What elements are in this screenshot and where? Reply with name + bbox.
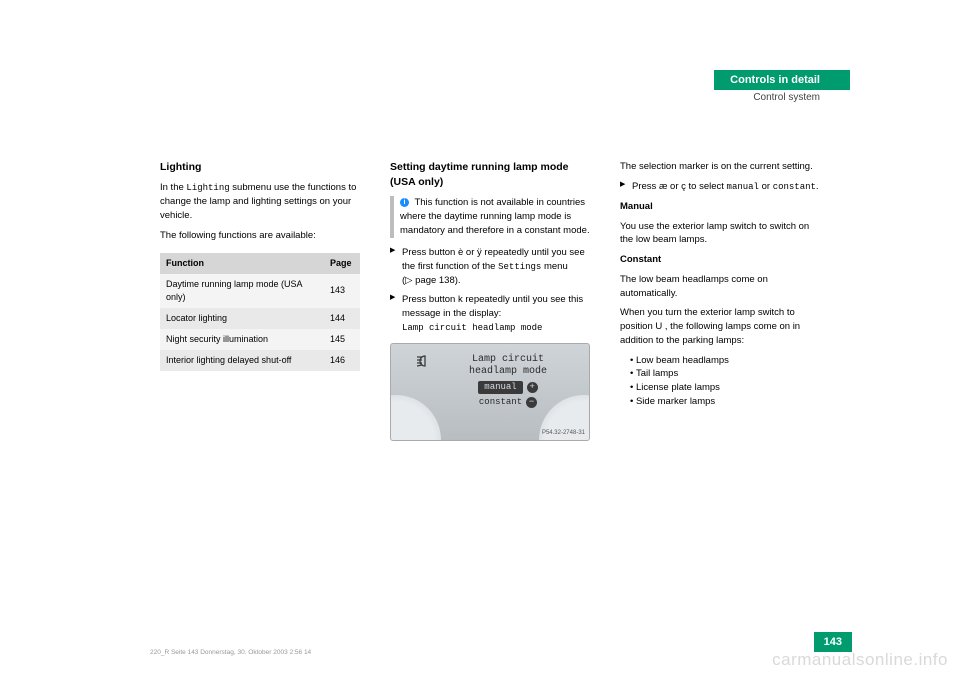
table-cell-pg: 145 <box>324 329 360 350</box>
button-glyph: æ <box>659 181 667 192</box>
table-cell-pg: 143 <box>324 274 360 308</box>
manual-heading: Manual <box>620 201 653 212</box>
text: ). <box>455 275 461 286</box>
switch-position-text: When you turn the exterior lamp switch t… <box>620 306 820 347</box>
menu-name: Lighting <box>186 183 229 193</box>
table-cell-pg: 146 <box>324 350 360 371</box>
section-subheader: Control system <box>753 92 850 103</box>
button-glyph: è <box>458 247 463 258</box>
option-name: constant <box>773 182 816 192</box>
instrument-display-figure: Lamp circuit headlamp mode manual + cons… <box>390 343 590 441</box>
text: Press button <box>402 294 455 305</box>
info-icon: i <box>400 198 409 207</box>
daytime-heading: Setting daytime running lamp mode (USA o… <box>390 160 590 190</box>
table-cell-fn: Night security illumination <box>160 329 324 350</box>
display-selected-option: manual <box>478 381 522 394</box>
manual-page: Controls in detail Control system Lighti… <box>150 30 850 640</box>
text: Press button <box>402 247 455 258</box>
column-daytime-running: Setting daytime running lamp mode (USA o… <box>390 160 590 449</box>
table-header-page: Page <box>324 253 360 274</box>
text: Press <box>632 181 656 192</box>
display-text-area: Lamp circuit headlamp mode manual + cons… <box>437 354 579 408</box>
lighting-scroll-hint: The following functions are available: <box>160 229 360 243</box>
manual-desc: You use the exterior lamp switch to swit… <box>620 220 820 248</box>
step-press-nav: Press button è or ÿ repeatedly until you… <box>390 246 590 288</box>
display-message-text: Lamp circuit headlamp mode <box>402 323 542 333</box>
text: to select <box>689 181 724 192</box>
footer-build-id: 220_R Seite 143 Donnerstag, 30. Oktober … <box>150 649 311 656</box>
text: or <box>466 247 474 258</box>
lighting-intro: In the Lighting submenu use the function… <box>160 181 360 223</box>
info-text: This function is not available in countr… <box>400 197 590 236</box>
minus-icon: − <box>526 397 537 408</box>
page-ref-text: page 138 <box>415 275 455 286</box>
display-line: headlamp mode <box>437 366 579 378</box>
headlamp-icon <box>417 354 431 374</box>
step-select-mode: Press æ or ç to select manual or constan… <box>620 180 820 194</box>
text: or <box>762 181 770 192</box>
display-line: Lamp circuit <box>437 354 579 366</box>
selection-marker-text: The selection marker is on the current s… <box>620 160 820 174</box>
watermark: carmanualsonline.info <box>772 650 948 670</box>
constant-heading: Constant <box>620 254 661 265</box>
page-ref: ▷ <box>405 275 415 286</box>
page-number: 143 <box>814 632 852 652</box>
table-cell-fn: Interior lighting delayed shut-off <box>160 350 324 371</box>
figure-id: P54.32-2748-31 <box>542 429 585 438</box>
text: In the <box>160 182 184 193</box>
table-cell-fn: Daytime running lamp mode (USA only) <box>160 274 324 308</box>
text: . <box>816 181 819 192</box>
table-cell-pg: 144 <box>324 308 360 329</box>
table-row: Interior lighting delayed shut-off 146 <box>160 350 360 371</box>
switch-symbol: U <box>655 321 662 332</box>
text: or <box>670 181 678 192</box>
gauge-left-icon <box>390 395 441 441</box>
table-row: Locator lighting 144 <box>160 308 360 329</box>
list-item: License plate lamps <box>636 382 720 393</box>
table-cell-fn: Locator lighting <box>160 308 324 329</box>
table-row: Night security illumination 145 <box>160 329 360 350</box>
constant-desc: The low beam headlamps come on automatic… <box>620 273 820 301</box>
button-glyph: ÿ <box>477 247 482 258</box>
column-mode-desc: The selection marker is on the current s… <box>620 160 820 415</box>
list-item: Side marker lamps <box>636 396 715 407</box>
button-glyph: ç <box>681 181 686 192</box>
lighting-heading: Lighting <box>160 160 360 175</box>
info-note: i This function is not available in coun… <box>390 196 590 237</box>
button-glyph: k <box>458 294 463 305</box>
section-tab: Controls in detail <box>714 70 850 90</box>
option-name: manual <box>727 182 759 192</box>
list-item: Low beam headlamps <box>636 355 729 366</box>
display-unselected-option: constant <box>479 397 522 408</box>
table-row: Daytime running lamp mode (USA only) 143 <box>160 274 360 308</box>
list-item: Tail lamps <box>636 368 678 379</box>
column-lighting: Lighting In the Lighting submenu use the… <box>160 160 360 371</box>
function-table: Function Page Daytime running lamp mode … <box>160 253 360 371</box>
table-header-function: Function <box>160 253 324 274</box>
plus-icon: + <box>527 382 538 393</box>
step-press-down: Press button k repeatedly until you see … <box>390 293 590 335</box>
menu-name: Settings <box>498 262 541 272</box>
